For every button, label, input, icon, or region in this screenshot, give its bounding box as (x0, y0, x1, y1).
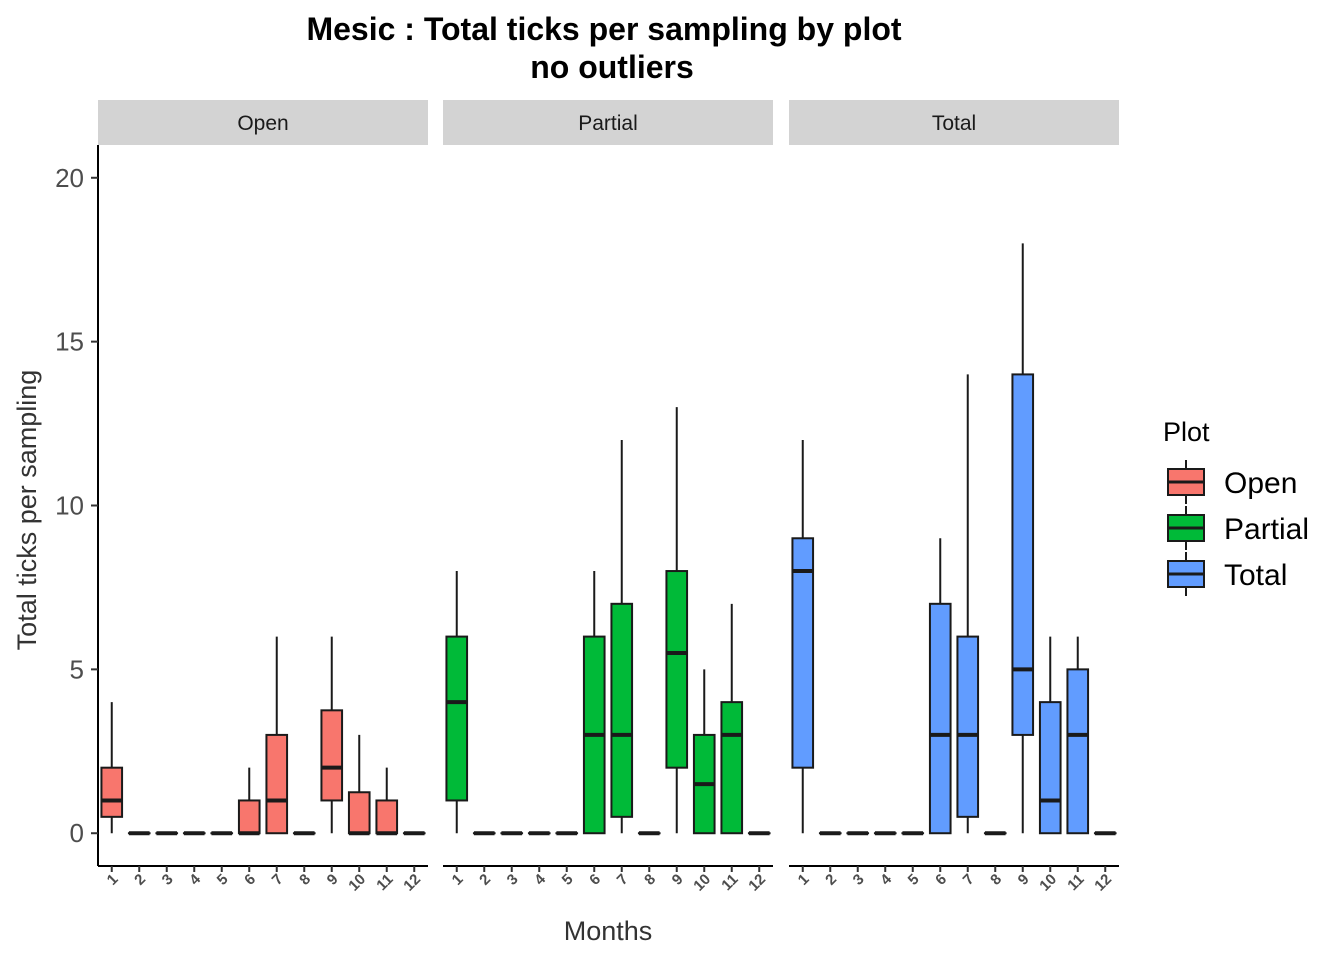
x-tick-label: 12 (400, 871, 424, 895)
box-rect (375, 799, 399, 835)
x-tick-label: 12 (1091, 871, 1115, 895)
strip-total (789, 100, 1119, 145)
x-tick-label: 6 (586, 871, 604, 889)
box-rect (347, 791, 371, 835)
x-tick-label: 10 (1036, 871, 1060, 895)
box-partial-month-6 (582, 571, 606, 835)
box-open-month-10 (347, 734, 371, 836)
y-tick-label: 10 (55, 491, 84, 521)
box-rect (928, 602, 952, 835)
legend-label-partial: Partial (1224, 513, 1309, 546)
legend-item-total: Total (1167, 552, 1287, 596)
x-tick-label: 4 (877, 870, 895, 888)
strip-partial (443, 100, 773, 145)
x-tick-label: 7 (960, 871, 978, 889)
x-tick-label: 7 (614, 871, 632, 889)
x-tick-label: 9 (669, 871, 687, 889)
box-open-month-6 (237, 767, 261, 836)
y-tick-label: 0 (70, 818, 84, 848)
box-open-month-11 (375, 767, 399, 836)
x-tick-label: 1 (449, 871, 467, 889)
x-tick-label: 6 (932, 871, 950, 889)
box-rect (1011, 373, 1035, 736)
box-rect (720, 701, 744, 835)
legend-item-open: Open (1167, 460, 1297, 504)
box-total-month-7 (956, 374, 980, 834)
y-tick-label: 15 (55, 327, 84, 357)
box-total-month-6 (928, 538, 952, 835)
box-rect (100, 766, 124, 818)
box-rect (1038, 701, 1062, 835)
box-rect (610, 602, 634, 818)
x-tick-label: 10 (345, 871, 369, 895)
x-axis-title: Months (564, 916, 653, 946)
box-rect (1066, 668, 1090, 835)
x-tick-label: 3 (850, 871, 868, 889)
box-open-month-7 (265, 636, 289, 835)
x-tick-label: 9 (324, 871, 342, 889)
x-tick-label: 1 (104, 871, 122, 889)
box-partial-month-7 (610, 439, 634, 834)
box-total-month-1 (791, 439, 815, 834)
x-tick-label: 4 (186, 870, 204, 888)
legend-label-open: Open (1224, 467, 1297, 500)
x-tick-label: 8 (296, 871, 314, 889)
x-tick-label: 11 (718, 871, 741, 894)
box-rect (265, 733, 289, 835)
x-tick-label: 8 (987, 871, 1005, 889)
box-rect (320, 709, 344, 802)
chart-subtitle: no outliers (530, 49, 694, 85)
box-total-month-10 (1038, 636, 1062, 835)
strip-label-total: Total (932, 112, 976, 135)
x-tick-label: 5 (214, 871, 232, 889)
y-axis-title: Total ticks per sampling (12, 370, 42, 651)
x-tick-label: 1 (795, 871, 813, 889)
y-tick-label: 5 (70, 654, 84, 684)
x-tick-label: 6 (241, 871, 259, 889)
box-partial-month-11 (720, 603, 744, 835)
x-tick-label: 3 (504, 871, 522, 889)
chart-title: Mesic : Total ticks per sampling by plot (306, 11, 901, 47)
x-tick-label: 12 (745, 871, 769, 895)
x-tick-label: 2 (822, 871, 840, 889)
x-tick-label: 9 (1015, 871, 1033, 889)
box-open-month-9 (320, 636, 344, 834)
x-tick-label: 11 (1064, 871, 1087, 894)
box-open-month-1 (100, 702, 124, 834)
legend: Plot Open Partial Total (1163, 417, 1309, 596)
legend-title: Plot (1163, 417, 1210, 447)
box-rect (791, 537, 815, 769)
x-tick-label: 5 (905, 871, 923, 889)
x-tick-label: 5 (559, 871, 577, 889)
box-rect (445, 635, 469, 802)
strip-label-open: Open (237, 112, 288, 135)
strip-open (98, 100, 428, 145)
y-tick-label: 20 (55, 163, 84, 193)
box-total-month-11 (1066, 636, 1090, 835)
box-partial-month-1 (445, 571, 469, 834)
x-tick-label: 8 (641, 871, 659, 889)
x-tick-label: 7 (269, 871, 287, 889)
x-tick-label: 2 (131, 871, 149, 889)
box-partial-month-9 (665, 407, 689, 834)
x-tick-label: 2 (476, 871, 494, 889)
x-tick-label: 4 (531, 870, 549, 888)
box-partial-month-10 (692, 669, 716, 835)
y-axis: 0 5 10 15 20 (55, 145, 99, 866)
strip-label-partial: Partial (578, 112, 638, 135)
x-tick-label: 11 (373, 871, 396, 894)
legend-label-total: Total (1224, 559, 1287, 592)
box-rect (956, 635, 980, 818)
box-total-month-9 (1011, 243, 1035, 834)
box-rect (665, 570, 689, 769)
x-tick-label: 10 (690, 871, 714, 895)
x-tick-label: 3 (159, 871, 177, 889)
legend-item-partial: Partial (1167, 506, 1309, 550)
box-rect (237, 799, 261, 835)
